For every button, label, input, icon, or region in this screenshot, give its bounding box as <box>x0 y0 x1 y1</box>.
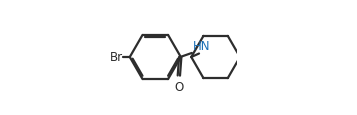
Text: O: O <box>174 80 183 93</box>
Text: HN: HN <box>192 39 210 52</box>
Text: Br: Br <box>110 51 123 64</box>
